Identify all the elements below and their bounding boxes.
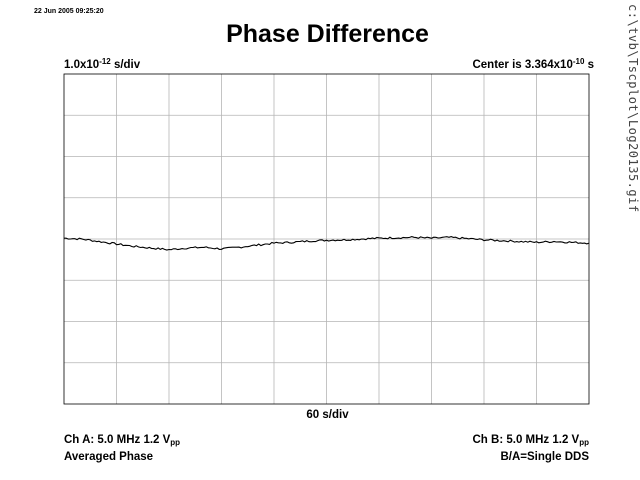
channel-a-settings: Ch A: 5.0 MHz 1.2 V	[64, 434, 171, 446]
timestamp: 22 Jun 2005 09:25:20	[34, 8, 104, 15]
channel-b-info: Ch B: 5.0 MHz 1.2 Vpp B/A=Single DDS	[473, 433, 590, 464]
center-value-prefix: Center is 3.364x10	[472, 59, 573, 71]
channel-a-line1: Ch A: 5.0 MHz 1.2 Vpp	[64, 433, 180, 450]
plot-frame	[63, 73, 590, 405]
center-value-unit: s	[584, 59, 594, 71]
vertical-scale-unit: s/div	[110, 59, 141, 71]
channel-b-line1: Ch B: 5.0 MHz 1.2 Vpp	[473, 433, 590, 450]
channel-a-info: Ch A: 5.0 MHz 1.2 Vpp Averaged Phase	[64, 433, 180, 464]
center-value-label: Center is 3.364x10-10 s	[472, 57, 594, 71]
plot-grid	[63, 73, 590, 405]
vertical-scale-exponent: -12	[99, 57, 111, 66]
chart-title: Phase Difference	[226, 20, 429, 48]
channel-b-settings: Ch B: 5.0 MHz 1.2 V	[472, 434, 580, 446]
phase-trace	[64, 236, 590, 251]
channel-a-mode: Averaged Phase	[64, 451, 154, 463]
horizontal-scale-label: 60 s/div	[306, 409, 349, 421]
vertical-scale-label: 1.0x10-12 s/div	[64, 57, 140, 71]
center-value-exponent: -10	[572, 57, 585, 66]
vertical-scale-mantissa: 1.0x10	[64, 59, 100, 71]
channel-b-mode: B/A=Single DDS	[500, 451, 589, 463]
channel-b-pp: pp	[579, 438, 589, 447]
channel-a-pp: pp	[170, 438, 181, 447]
side-file-path: c:\tvb\Tscplot\Log20135.gif	[626, 4, 640, 213]
